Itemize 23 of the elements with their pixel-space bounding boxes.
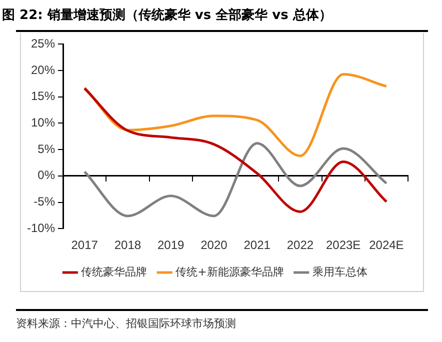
line-series bbox=[83, 142, 388, 218]
legend-label: 传统豪华品牌 bbox=[81, 265, 148, 278]
y-tick-label: 10% bbox=[30, 116, 56, 130]
x-tick-label: 2019 bbox=[157, 238, 184, 252]
legend-label: 乘用车总体 bbox=[312, 265, 368, 278]
x-tick-label: 2023E bbox=[326, 238, 361, 252]
y-tick-label: 20% bbox=[30, 62, 56, 77]
x-tick-label: 2020 bbox=[200, 238, 228, 252]
y-tick-label: 25% bbox=[30, 36, 56, 51]
y-tick-label: 15% bbox=[30, 89, 56, 104]
chart-title: 图 22: 销量增速预测（传统豪华 vs 全部豪华 vs 总体） bbox=[2, 6, 332, 24]
y-tick-label: 0% bbox=[38, 168, 56, 182]
y-tick-label: -5% bbox=[34, 194, 56, 209]
x-tick-label: 2017 bbox=[71, 238, 98, 252]
line-series bbox=[83, 87, 388, 213]
x-tick-label: 2024E bbox=[369, 238, 404, 252]
x-tick-label: 2021 bbox=[244, 238, 271, 252]
y-tick-label: -10% bbox=[27, 220, 56, 235]
text: 资料来源：中汽中心、招银国际环球市场预测 bbox=[16, 316, 236, 331]
y-tick-label: 5% bbox=[38, 142, 56, 156]
x-tick-label: 2018 bbox=[114, 238, 142, 252]
x-tick-label: 2022 bbox=[286, 238, 314, 252]
legend-label: 传统+新能源豪华品牌 bbox=[176, 265, 284, 278]
